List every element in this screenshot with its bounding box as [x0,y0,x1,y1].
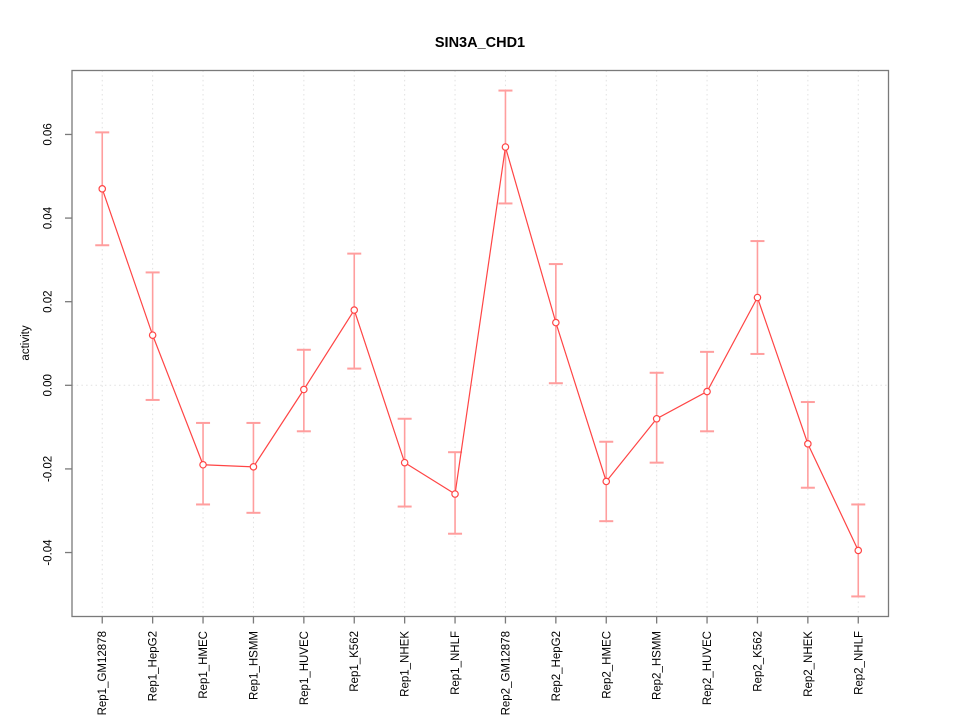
x-tick-label: Rep2_GM12878 [500,631,512,715]
x-tick-label: Rep2_HepG2 [551,631,563,701]
x-tick-label: Rep1_HepG2 [148,631,160,701]
y-tick-label: 0.00 [43,374,55,396]
x-tick-label: Rep1_HUVEC [299,631,311,705]
plot-border [71,69,890,618]
data-point [400,458,409,467]
data-point [753,293,762,302]
x-tick-label: Rep2_NHLF [853,631,865,695]
y-tick-label: -0.02 [43,456,55,482]
x-tick-label: Rep2_HSMM [652,631,664,700]
data-point [703,387,711,396]
x-tick-label: Rep2_HMEC [601,631,613,699]
data-point [350,306,359,314]
x-tick-label: Rep1_HMEC [198,631,210,699]
data-point [199,460,207,469]
chart-title: SIN3A_CHD1 [434,35,526,51]
data-point [148,331,157,339]
x-tick-label: Rep2_HUVEC [702,631,714,705]
y-tick-label: -0.04 [43,539,55,566]
series-line [101,146,859,551]
x-tick-label: Rep2_K562 [752,631,764,692]
y-tick-label: 0.06 [43,123,55,145]
x-tick-label: Rep1_HSMM [248,631,260,700]
y-tick-label: 0.02 [43,290,55,312]
data-point [804,440,812,448]
data-point [451,490,459,498]
data-point [249,463,258,471]
x-tick-label: Rep1_NHEK [400,631,412,697]
x-tick-label: Rep1_K562 [349,631,361,692]
data-point [300,385,308,394]
data-point [98,185,107,193]
data-point [602,477,611,486]
data-point [501,143,510,151]
data-point [552,318,560,327]
data-point [854,546,863,555]
data-point [652,414,661,423]
y-tick-label: 0.04 [43,206,55,229]
x-tick-label: Rep1_GM12878 [97,631,109,715]
x-tick-label: Rep1_NHLF [450,631,462,695]
x-tick-label: Rep2_NHEK [803,631,815,697]
